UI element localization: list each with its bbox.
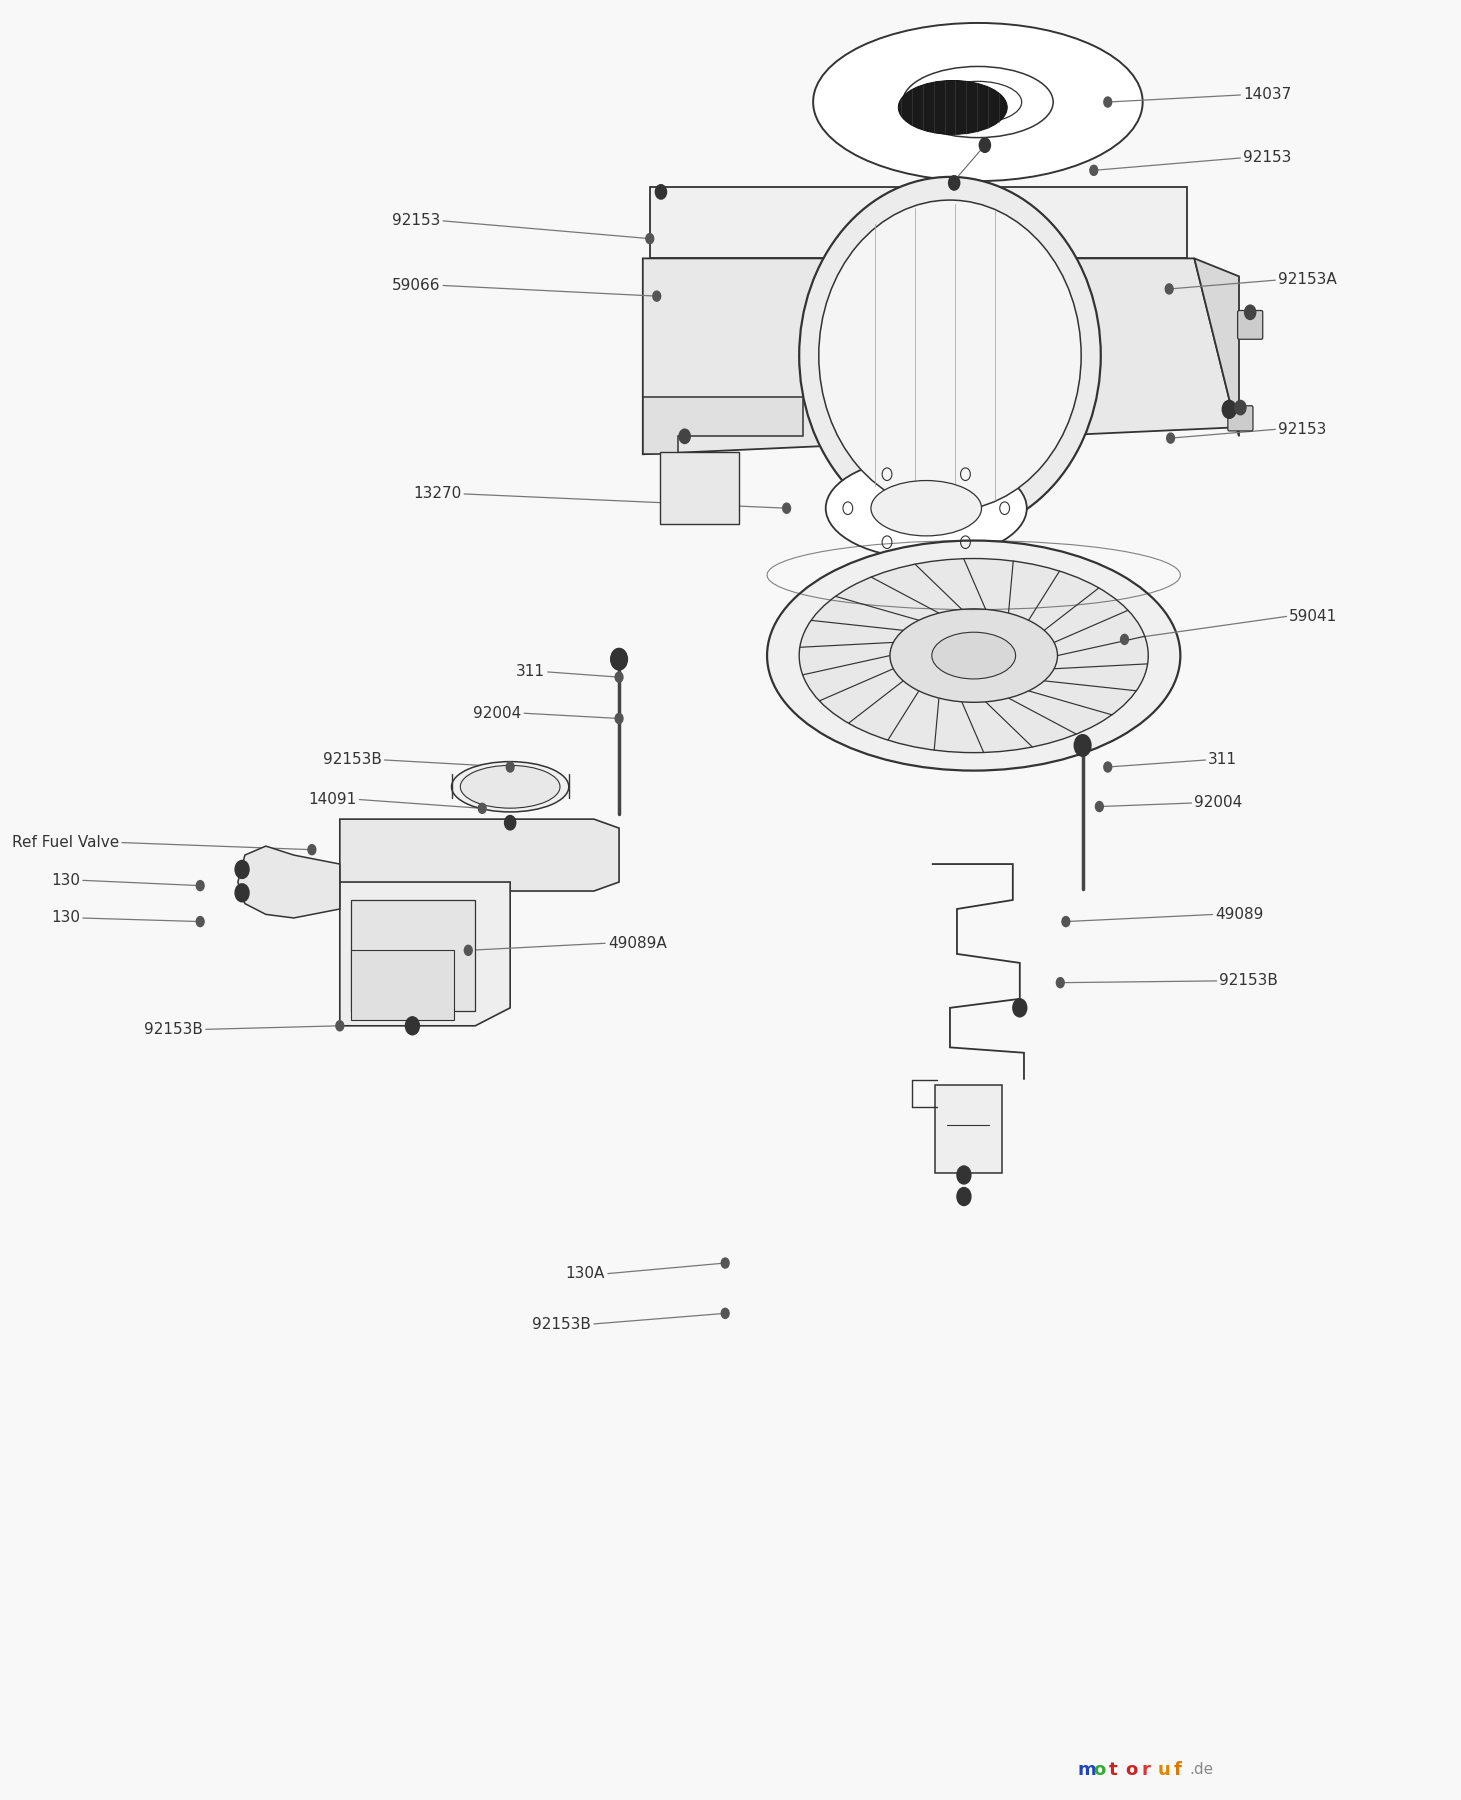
FancyBboxPatch shape bbox=[1237, 311, 1262, 338]
Circle shape bbox=[308, 844, 316, 855]
Ellipse shape bbox=[814, 23, 1143, 182]
Circle shape bbox=[1074, 734, 1091, 756]
Text: m: m bbox=[1077, 1760, 1096, 1778]
Text: 130A: 130A bbox=[565, 1267, 605, 1282]
Text: Ref Fuel Valve: Ref Fuel Valve bbox=[12, 835, 120, 850]
Polygon shape bbox=[340, 882, 510, 1026]
Circle shape bbox=[656, 185, 666, 200]
Text: .de: .de bbox=[1189, 1762, 1214, 1777]
Text: 59041: 59041 bbox=[1289, 608, 1337, 623]
Circle shape bbox=[1090, 166, 1097, 175]
Text: 92153A: 92153A bbox=[1278, 272, 1337, 288]
Circle shape bbox=[1062, 916, 1069, 927]
Text: 92004: 92004 bbox=[473, 706, 522, 720]
Text: 92153: 92153 bbox=[392, 212, 440, 229]
Ellipse shape bbox=[899, 81, 1007, 135]
Text: u: u bbox=[1157, 1760, 1170, 1778]
Circle shape bbox=[1245, 306, 1256, 319]
Text: 92153: 92153 bbox=[1278, 421, 1327, 437]
Circle shape bbox=[1223, 400, 1236, 418]
Ellipse shape bbox=[825, 457, 1027, 558]
Circle shape bbox=[478, 803, 487, 814]
Text: 92153B: 92153B bbox=[145, 1022, 203, 1037]
Polygon shape bbox=[238, 846, 340, 918]
FancyBboxPatch shape bbox=[351, 900, 475, 1012]
Text: 49089A: 49089A bbox=[608, 936, 666, 950]
Text: o: o bbox=[1093, 1760, 1106, 1778]
FancyBboxPatch shape bbox=[659, 452, 739, 524]
Text: r: r bbox=[1141, 1760, 1150, 1778]
Text: o: o bbox=[1125, 1760, 1138, 1778]
Text: 311: 311 bbox=[516, 664, 545, 679]
Text: 59066: 59066 bbox=[392, 277, 440, 293]
Circle shape bbox=[235, 860, 248, 878]
Circle shape bbox=[979, 139, 991, 153]
Ellipse shape bbox=[799, 176, 1100, 535]
Ellipse shape bbox=[767, 540, 1180, 770]
Circle shape bbox=[196, 880, 205, 891]
Circle shape bbox=[611, 648, 627, 670]
Ellipse shape bbox=[818, 200, 1081, 511]
Text: 311: 311 bbox=[1208, 752, 1237, 767]
Text: 13270: 13270 bbox=[413, 486, 462, 502]
Circle shape bbox=[1166, 284, 1173, 293]
Text: 92153B: 92153B bbox=[1220, 974, 1278, 988]
Polygon shape bbox=[340, 819, 619, 891]
Circle shape bbox=[1012, 999, 1027, 1017]
FancyBboxPatch shape bbox=[351, 950, 454, 1021]
Circle shape bbox=[1235, 400, 1246, 414]
Polygon shape bbox=[1194, 259, 1239, 436]
Circle shape bbox=[1105, 761, 1112, 772]
Circle shape bbox=[957, 1166, 972, 1184]
Circle shape bbox=[646, 234, 653, 243]
Ellipse shape bbox=[460, 765, 560, 808]
Circle shape bbox=[1167, 434, 1175, 443]
Text: 130: 130 bbox=[51, 911, 80, 925]
Circle shape bbox=[406, 1017, 419, 1035]
Ellipse shape bbox=[934, 81, 1021, 122]
Circle shape bbox=[1121, 634, 1128, 644]
FancyBboxPatch shape bbox=[1227, 405, 1254, 430]
Polygon shape bbox=[643, 259, 1236, 454]
Ellipse shape bbox=[799, 558, 1148, 752]
Circle shape bbox=[783, 504, 790, 513]
Circle shape bbox=[722, 1258, 729, 1267]
Ellipse shape bbox=[932, 632, 1015, 679]
Circle shape bbox=[679, 428, 690, 443]
Circle shape bbox=[615, 671, 622, 682]
Text: 92153B: 92153B bbox=[532, 1316, 592, 1332]
Text: 49089: 49089 bbox=[1216, 907, 1264, 922]
Text: t: t bbox=[1109, 1760, 1118, 1778]
Text: f: f bbox=[1173, 1760, 1182, 1778]
Circle shape bbox=[504, 815, 516, 830]
Circle shape bbox=[235, 884, 248, 902]
FancyBboxPatch shape bbox=[935, 1085, 1002, 1174]
Text: 14091: 14091 bbox=[308, 792, 356, 806]
Ellipse shape bbox=[890, 608, 1058, 702]
Circle shape bbox=[465, 945, 472, 956]
Ellipse shape bbox=[451, 761, 568, 812]
Polygon shape bbox=[643, 396, 804, 454]
Text: 14037: 14037 bbox=[1243, 88, 1292, 103]
Ellipse shape bbox=[903, 67, 1053, 137]
Text: 92004: 92004 bbox=[1194, 796, 1242, 810]
Circle shape bbox=[336, 1021, 343, 1031]
Circle shape bbox=[1105, 97, 1112, 106]
Ellipse shape bbox=[871, 481, 982, 536]
Circle shape bbox=[653, 292, 660, 301]
Circle shape bbox=[196, 916, 205, 927]
Circle shape bbox=[507, 761, 514, 772]
Circle shape bbox=[1096, 801, 1103, 812]
Circle shape bbox=[957, 1188, 972, 1206]
Circle shape bbox=[1056, 977, 1064, 988]
Text: 92153: 92153 bbox=[1243, 149, 1292, 166]
Polygon shape bbox=[650, 187, 1188, 259]
Circle shape bbox=[722, 1309, 729, 1318]
Circle shape bbox=[615, 713, 622, 724]
Text: 130: 130 bbox=[51, 873, 80, 887]
Circle shape bbox=[948, 176, 960, 191]
Text: 92153B: 92153B bbox=[323, 752, 381, 767]
